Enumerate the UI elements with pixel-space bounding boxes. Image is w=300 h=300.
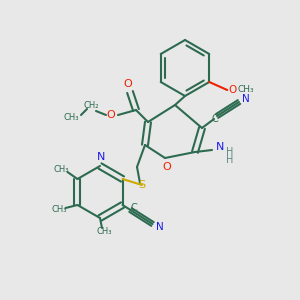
Text: CH₃: CH₃ [238,85,255,94]
Text: N: N [216,142,224,152]
Text: H: H [226,155,234,165]
Text: N: N [156,222,164,232]
Text: C: C [130,203,137,213]
Text: CH₂: CH₂ [83,101,99,110]
Text: S: S [138,180,146,190]
Text: CH₃: CH₃ [52,205,67,214]
Text: N: N [242,94,250,104]
Text: N: N [97,152,105,162]
Text: O: O [228,85,236,95]
Text: C: C [212,114,218,124]
Text: O: O [106,110,116,120]
Text: H: H [226,147,234,157]
Text: O: O [163,162,171,172]
Text: O: O [124,79,132,89]
Text: CH₃: CH₃ [63,112,79,122]
Text: CH₃: CH₃ [96,227,112,236]
Text: CH₃: CH₃ [54,164,69,173]
